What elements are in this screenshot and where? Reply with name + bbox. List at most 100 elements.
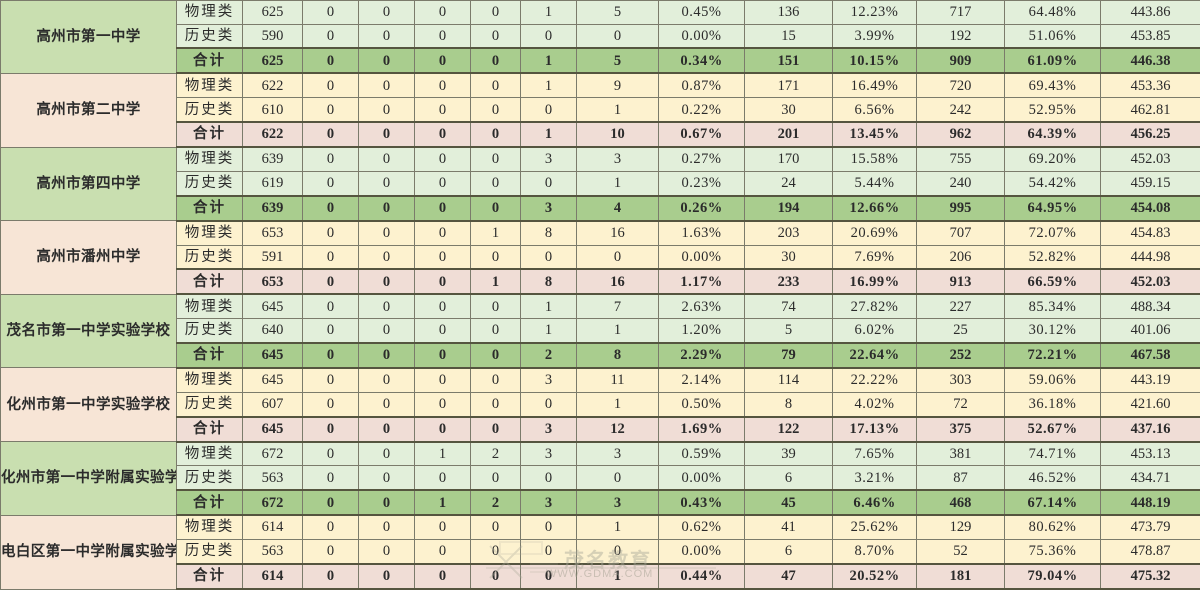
- table-row: 合计6720012330.43%456.46%46867.14%448.1969…: [1, 489, 1200, 517]
- data-cell: 653: [242, 268, 303, 296]
- data-cell: 0: [358, 47, 415, 75]
- data-cell: 129: [916, 514, 1005, 541]
- data-cell: 0: [302, 170, 359, 197]
- data-cell: 0: [576, 465, 659, 491]
- data-cell: 0: [576, 538, 659, 565]
- data-cell: 0: [414, 538, 471, 565]
- data-cell: 0: [520, 562, 577, 590]
- data-cell: 563: [242, 538, 303, 565]
- data-cell: 46.52%: [1004, 465, 1101, 491]
- data-cell: 0: [302, 97, 359, 123]
- data-cell: 0: [414, 220, 471, 246]
- data-cell: 0: [414, 391, 471, 418]
- data-cell: 717: [916, 0, 1005, 25]
- data-cell: 0.23%: [658, 170, 745, 197]
- data-cell: 1.69%: [658, 415, 745, 443]
- data-cell: 3: [520, 367, 577, 393]
- data-cell: 0: [470, 146, 521, 172]
- data-cell: 454.08: [1100, 194, 1200, 222]
- category-cell: 历史类: [176, 244, 243, 270]
- data-cell: 0.00%: [658, 244, 745, 270]
- data-cell: 1: [520, 0, 577, 25]
- data-cell: 0: [414, 562, 471, 590]
- data-cell: 0: [520, 23, 577, 49]
- data-cell: 478.87: [1100, 538, 1200, 565]
- data-cell: 252: [916, 341, 1005, 369]
- category-cell: 历史类: [176, 391, 243, 418]
- data-cell: 87: [916, 465, 1005, 491]
- data-cell: 0: [470, 0, 521, 25]
- data-cell: 467.58: [1100, 341, 1200, 369]
- table-row: 历史类6100000010.22%306.56%24252.95%462.814…: [1, 97, 1200, 123]
- data-cell: 0: [470, 367, 521, 393]
- data-cell: 6: [744, 465, 833, 491]
- data-cell: 0.00%: [658, 23, 745, 49]
- data-cell: 242: [916, 97, 1005, 123]
- category-cell-total: 合计: [176, 489, 243, 517]
- data-cell: 72: [916, 391, 1005, 418]
- data-cell: 2.29%: [658, 341, 745, 369]
- data-cell: 0: [414, 465, 471, 491]
- table-row: 高州市第一中学 物理类 625 0 0 0 0 1 5 0.45% 136 12.23% 717 64.4…: [0, 0, 1200, 74]
- data-cell: 122: [744, 415, 833, 443]
- school-name-cell: 高州市第一中学: [0, 0, 177, 74]
- data-cell: 0: [302, 0, 359, 25]
- data-cell: 11: [576, 367, 659, 393]
- data-cell: 453.13: [1100, 441, 1200, 467]
- data-cell: 15.58%: [832, 146, 917, 172]
- data-cell: 151: [744, 47, 833, 75]
- table-row: 合计 625 0 0 0 0 1 5 0.34% 151 10.15% 909 61.09% 446.38…: [1, 47, 1200, 75]
- data-cell: 0: [302, 514, 359, 541]
- data-cell: 8: [744, 391, 833, 418]
- table-row: 合计 639 0 0 0 0 3 4 0.26% 194 12.66% 995 64.95% 454.08…: [1, 194, 1200, 222]
- data-cell: 52.82%: [1004, 244, 1101, 270]
- data-cell: 0: [302, 367, 359, 393]
- data-cell: 5.44%: [832, 170, 917, 197]
- data-cell: 0: [358, 23, 415, 49]
- data-cell: 452.03: [1100, 268, 1200, 296]
- data-cell: 755: [916, 146, 1005, 172]
- table-row: 电白区第一中学附属实验学校 物理类 614 0 0 0 0 0 1 0.62% 41 25.62% 12…: [0, 514, 1200, 590]
- data-cell: 2: [470, 489, 521, 517]
- data-cell: 194: [744, 194, 833, 222]
- data-cell: 5: [576, 47, 659, 75]
- data-cell: 614: [242, 514, 303, 541]
- table-row: 合计 645 0 0 0 0 3 12 1.69% 122 17.13% 375 52.67% 437.1…: [1, 415, 1200, 443]
- data-cell: 473.79: [1100, 514, 1200, 541]
- data-cell: 2: [470, 441, 521, 467]
- category-cell: 物理类: [176, 293, 243, 320]
- data-cell: 645: [242, 341, 303, 369]
- data-cell: 3: [520, 146, 577, 172]
- data-cell: 74.71%: [1004, 441, 1101, 467]
- data-cell: 10: [576, 121, 659, 149]
- data-cell: 206: [916, 244, 1005, 270]
- data-cell: 0: [414, 0, 471, 25]
- category-cell: 历史类: [176, 538, 243, 565]
- data-cell: 401.06: [1100, 318, 1200, 344]
- data-cell: 136: [744, 0, 833, 25]
- data-cell: 0.59%: [658, 441, 745, 467]
- table-row: 合计 653 0 0 0 1 8 16 1.17% 233 16.99% 913 66.59% 452.0…: [1, 268, 1200, 296]
- data-cell: 6: [744, 538, 833, 565]
- data-cell: 1: [414, 489, 471, 517]
- data-cell: 12: [576, 415, 659, 443]
- data-cell: 25: [916, 318, 1005, 344]
- data-cell: 16: [576, 268, 659, 296]
- data-cell: 639: [242, 194, 303, 222]
- data-cell: 0.67%: [658, 121, 745, 149]
- data-cell: 79.04%: [1004, 562, 1101, 590]
- data-cell: 0: [358, 170, 415, 197]
- category-cell: 历史类: [176, 170, 243, 197]
- data-cell: 0: [302, 465, 359, 491]
- data-cell: 0.44%: [658, 562, 745, 590]
- data-cell: 444.98: [1100, 244, 1200, 270]
- data-cell: 625: [242, 0, 303, 25]
- data-cell: 0: [302, 538, 359, 565]
- data-cell: 0: [414, 514, 471, 541]
- data-cell: 0: [414, 415, 471, 443]
- table-row: 高州市第四中学 物理类 639 0 0 0 0 3 3 0.27% 170 15.58% 755 69.2…: [0, 146, 1200, 222]
- data-cell: 10.15%: [832, 47, 917, 75]
